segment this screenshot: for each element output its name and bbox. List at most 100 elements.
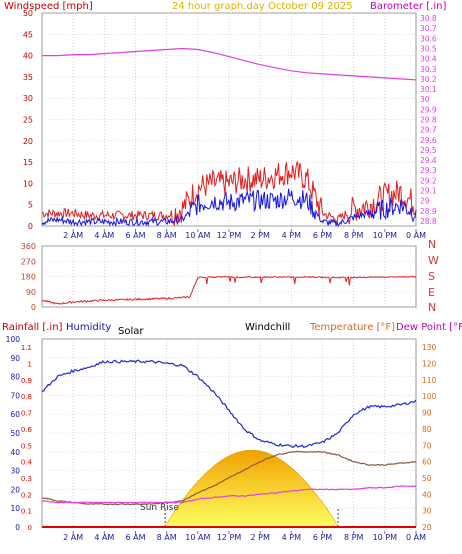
rain-y-tick-label: 1.1 bbox=[21, 344, 32, 352]
x-tick-label: 8 PM bbox=[344, 533, 363, 542]
x-tick-label: 8 AM bbox=[157, 231, 177, 240]
wind-y-tick-label: 20 bbox=[23, 137, 33, 146]
x-tick-label: 10 AM bbox=[185, 533, 210, 542]
barometer-line bbox=[42, 47, 417, 81]
humidity-axis-title: Humidity bbox=[66, 322, 111, 333]
direction-y-tick-label: 0 bbox=[31, 303, 36, 312]
wind-series bbox=[41, 47, 417, 228]
x-tick-label: 12 PM bbox=[217, 533, 242, 542]
rain-y-tick-label: 0.9 bbox=[21, 377, 32, 385]
barometer-y-tick-label: 29.8 bbox=[420, 116, 437, 125]
barometer-y-tick-label: 30 bbox=[420, 95, 430, 104]
x-tick-label: 2 AM bbox=[63, 231, 83, 240]
humidity-y-tick-label: 90 bbox=[10, 354, 20, 363]
windchill-title: Windchill bbox=[245, 322, 290, 333]
compass-label: S bbox=[428, 270, 435, 283]
direction-y-tick-label: 90 bbox=[26, 288, 36, 297]
barometer-y-tick-label: 29 bbox=[420, 197, 430, 206]
wind-direction-line bbox=[41, 275, 417, 305]
temperature-y-tick-label: 40 bbox=[422, 490, 432, 499]
compass-label: E bbox=[428, 286, 435, 299]
rain-y-tick-label: 0.6 bbox=[21, 426, 33, 434]
barometer-y-tick-label: 29.4 bbox=[420, 156, 437, 165]
x-tick-label: 10 AM bbox=[185, 231, 210, 240]
direction-series bbox=[41, 275, 417, 305]
wind-y-tick-label: 5 bbox=[28, 201, 33, 210]
temperature-y-tick-label: 80 bbox=[422, 425, 432, 434]
compass-label: N bbox=[428, 301, 436, 314]
x-tick-label: 6 PM bbox=[313, 231, 332, 240]
humidity-y-tick-label: 100 bbox=[6, 335, 21, 344]
wind-y-tick-label: 50 bbox=[23, 9, 33, 18]
x-tick-label: 6 PM bbox=[313, 533, 332, 542]
rainfall-axis-title: Rainfall [.in] bbox=[2, 322, 63, 333]
compass-label: N bbox=[428, 238, 436, 251]
barometer-y-tick-label: 28.8 bbox=[420, 217, 437, 226]
wind-y-axis: 0 5 10 15 20 25 30 35 40 45 50 bbox=[23, 9, 33, 231]
wind-y-tick-label: 40 bbox=[23, 52, 33, 61]
x-tick-label: 4 AM bbox=[94, 231, 114, 240]
wind-y-tick-label: 10 bbox=[23, 179, 33, 188]
barometer-y-tick-label: 30.2 bbox=[420, 75, 437, 84]
x-tick-label: 6 AM bbox=[125, 231, 145, 240]
humidity-y-axis: 0 10 20 30 40 50 60 70 80 90 100 bbox=[6, 335, 21, 532]
temperature-y-axis: 20 30 40 50 60 70 80 90 100 110 120 130 bbox=[422, 343, 437, 532]
humidity-y-tick-label: 80 bbox=[10, 373, 20, 382]
wind-y-tick-label: 15 bbox=[23, 158, 33, 167]
rain-y-tick-label: 0.1 bbox=[21, 508, 32, 516]
direction-y-tick-label: 360 bbox=[21, 242, 36, 251]
rain-y-tick-label: 0.8 bbox=[21, 393, 32, 401]
wind-y-tick-label: 30 bbox=[23, 94, 33, 103]
barometer-y-tick-label: 30.4 bbox=[420, 55, 437, 64]
compass-label: W bbox=[428, 254, 439, 267]
x-tick-label: 4 PM bbox=[282, 533, 301, 542]
rain-y-tick-label: 0 bbox=[28, 524, 32, 532]
humidity-y-tick-label: 30 bbox=[10, 467, 20, 476]
temperature-y-tick-label: 100 bbox=[422, 392, 437, 401]
barometer-y-tick-label: 29.2 bbox=[420, 176, 437, 185]
rain-y-tick-label: 0.4 bbox=[21, 459, 33, 467]
direction-y-axis: 0 90 180 270 360 bbox=[21, 242, 36, 312]
barometer-y-tick-label: 30.1 bbox=[420, 85, 437, 94]
temperature-y-tick-label: 50 bbox=[422, 474, 432, 483]
rainfall-y-axis: 0 0.1 0.2 0.3 0.4 0.5 0.6 0.7 0.8 0.9 1 1.1 bbox=[21, 344, 33, 532]
barometer-y-tick-label: 30.3 bbox=[420, 65, 437, 74]
humidity-line bbox=[42, 359, 417, 449]
barometer-y-tick-label: 29.6 bbox=[420, 136, 437, 145]
dewpoint-axis-title: Dew Point [°F] bbox=[396, 322, 462, 333]
barometer-y-tick-label: 30.8 bbox=[420, 14, 437, 23]
temperature-y-tick-label: 20 bbox=[422, 523, 432, 532]
temperature-y-tick-label: 130 bbox=[422, 343, 437, 352]
windspeed-axis-title: Windspeed [mph] bbox=[4, 1, 93, 12]
direction-y-tick-label: 270 bbox=[21, 257, 36, 266]
wind-y-tick-label: 35 bbox=[23, 73, 33, 82]
barometer-y-axis: 28.828.92929.129.229.329.429.529.629.729… bbox=[420, 14, 437, 226]
temperature-axis-title: Temperature [°F] bbox=[309, 322, 395, 333]
temperature-y-tick-label: 70 bbox=[422, 441, 432, 450]
wind-average-line bbox=[41, 188, 417, 228]
dew-point-line bbox=[41, 485, 417, 504]
barometer-y-tick-label: 29.7 bbox=[420, 126, 437, 135]
wind-y-tick-label: 25 bbox=[23, 116, 33, 125]
wind-y-tick-label: 45 bbox=[23, 30, 33, 39]
graph-title: 24 hour graph.day October 09 2025 bbox=[172, 1, 353, 12]
climate-x-axis: 2 AM 4 AM 6 AM 8 AM 10 AM 12 PM 2 PM 4 PM 6 PM 8 … bbox=[63, 531, 426, 542]
x-tick-label: 4 AM bbox=[94, 533, 114, 542]
humidity-y-tick-label: 70 bbox=[10, 391, 20, 400]
temperature-y-tick-label: 30 bbox=[422, 507, 432, 516]
humidity-y-tick-label: 40 bbox=[10, 448, 20, 457]
rain-y-tick-label: 0.7 bbox=[21, 410, 32, 418]
solar-title: Solar bbox=[118, 326, 144, 337]
wind-x-axis: 2 AM 4 AM 6 AM 8 AM 10 AM 12 PM 2 PM 4 PM 6 PM 8 … bbox=[63, 229, 426, 240]
barometer-axis-title: Barometer [.in] bbox=[370, 1, 446, 12]
x-tick-label: 8 AM bbox=[157, 533, 177, 542]
wind-grid bbox=[42, 12, 416, 227]
humidity-y-tick-label: 10 bbox=[10, 504, 20, 513]
temperature-y-tick-label: 110 bbox=[422, 376, 437, 385]
humidity-y-tick-label: 0 bbox=[15, 523, 20, 532]
x-tick-label: 4 PM bbox=[282, 231, 301, 240]
humidity-y-tick-label: 50 bbox=[10, 429, 20, 438]
barometer-y-tick-label: 28.9 bbox=[420, 207, 437, 216]
